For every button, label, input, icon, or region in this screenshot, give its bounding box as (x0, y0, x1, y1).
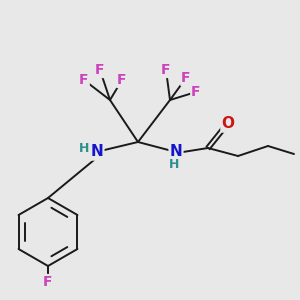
Text: F: F (95, 63, 105, 77)
Text: N: N (169, 145, 182, 160)
Text: F: F (161, 63, 171, 77)
Text: H: H (169, 158, 179, 172)
Text: F: F (181, 71, 191, 85)
Text: H: H (79, 142, 89, 154)
Text: F: F (43, 275, 53, 289)
Text: F: F (79, 73, 89, 87)
Text: F: F (191, 85, 201, 99)
Text: F: F (117, 73, 127, 87)
Text: N: N (91, 145, 103, 160)
Text: O: O (221, 116, 235, 131)
